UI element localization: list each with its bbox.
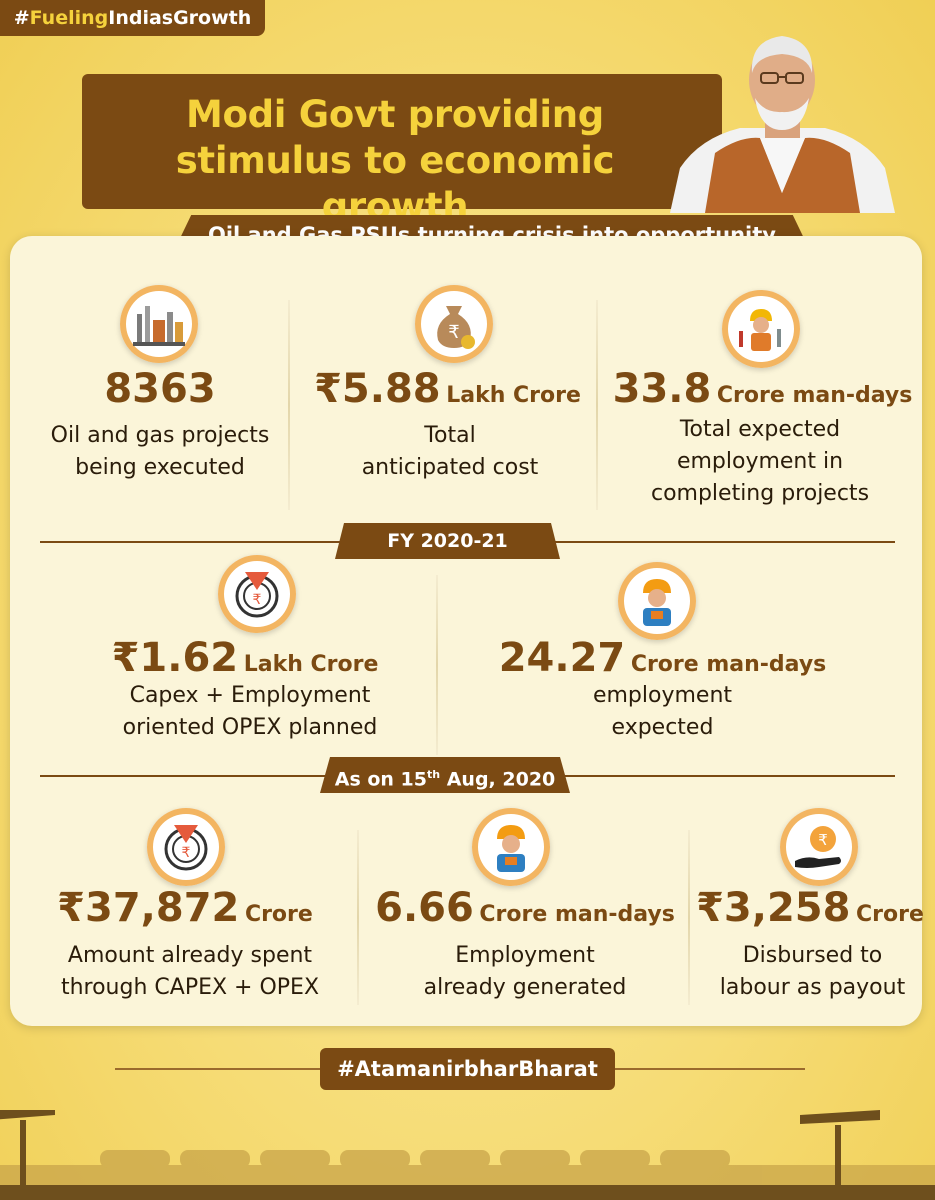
stat-aug-spent-desc: Amount already spent through CAPEX + OPEX bbox=[60, 943, 320, 1000]
leader-portrait bbox=[670, 36, 895, 213]
stat-fy-capex-desc: Capex + Employment oriented OPEX planned bbox=[122, 683, 378, 740]
title-banner bbox=[82, 74, 722, 209]
worker-icon bbox=[472, 808, 550, 886]
oilfield-silhouette bbox=[0, 1110, 935, 1200]
stat-fy-mandays-value: 24.27 Crore man-days bbox=[498, 635, 827, 681]
stat-projects-value: 8363 bbox=[104, 366, 216, 412]
refinery-icon bbox=[120, 285, 198, 363]
content-panel bbox=[10, 236, 922, 1026]
stat-aug-payout-desc: Disbursed to labour as payout bbox=[719, 943, 906, 1000]
svg-text:₹: ₹ bbox=[253, 592, 262, 608]
stat-aug-mandays-value: 6.66 Crore man-days bbox=[375, 885, 675, 931]
hashtag-tag-top: #FuelingIndiasGrowth bbox=[0, 0, 265, 36]
divider bbox=[436, 575, 438, 755]
section-tag-fy: FY 2020-21 bbox=[335, 523, 560, 559]
stat-projects-desc: Oil and gas projects being executed bbox=[50, 423, 270, 480]
hashtag-tag-footer: #AtamanirbharBharat bbox=[320, 1048, 615, 1090]
title-line-1: Modi Govt providing bbox=[185, 93, 604, 136]
stat-fy-mandays-desc: employment expected bbox=[592, 683, 733, 740]
svg-text:₹: ₹ bbox=[182, 845, 191, 861]
rupee-target-icon: ₹ bbox=[218, 555, 296, 633]
stat-fy-capex-value: ₹1.62 Lakh Crore bbox=[111, 635, 379, 681]
divider bbox=[288, 300, 290, 510]
rupee-target-icon: ₹ bbox=[147, 808, 225, 886]
stat-aug-spent-value: ₹37,872 Crore bbox=[57, 885, 313, 931]
money-bag-icon: ₹ bbox=[415, 285, 493, 363]
svg-text:₹: ₹ bbox=[818, 831, 828, 849]
svg-text:₹: ₹ bbox=[448, 322, 459, 343]
stat-mandays-value: 33.8 Crore man-days bbox=[612, 366, 913, 412]
divider bbox=[688, 830, 690, 1005]
stat-cost-desc: Total anticipated cost bbox=[361, 423, 539, 480]
worker-tools-icon bbox=[722, 290, 800, 368]
worker-icon bbox=[618, 562, 696, 640]
stat-mandays-desc: Total expected employment in completing pr… bbox=[650, 417, 870, 506]
rupee-hand-icon: ₹ bbox=[780, 808, 858, 886]
stat-cost-value: ₹5.88 Lakh Crore bbox=[314, 366, 581, 412]
section-tag-aug: As on 15th Aug, 2020 bbox=[320, 757, 570, 793]
stat-aug-payout-value: ₹3,258 Crore bbox=[696, 885, 924, 931]
divider bbox=[596, 300, 598, 510]
divider bbox=[357, 830, 359, 1005]
page-title: Modi Govt providing stimulus to economic… bbox=[105, 92, 685, 230]
stat-aug-mandays-desc: Employment already generated bbox=[423, 943, 627, 1000]
